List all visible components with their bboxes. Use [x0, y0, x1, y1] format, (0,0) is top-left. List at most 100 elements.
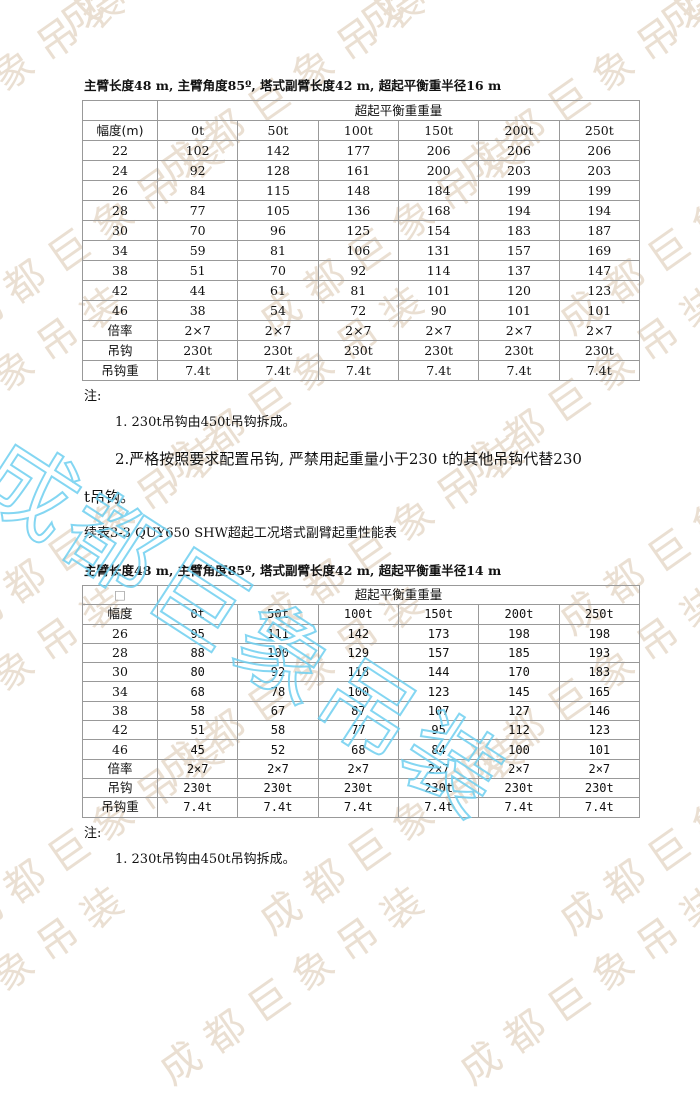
row-label: 吊钩 [82, 777, 158, 799]
table-cell: 96 [237, 220, 319, 241]
table-row: 吊钩 230t 230t 230t 230t 230t 230t [82, 777, 641, 799]
table-cell: 2×7 [156, 758, 239, 779]
table-cell: 2×7 [397, 758, 480, 779]
table-cell: 2×7 [156, 320, 239, 341]
table-cell: 107 [397, 700, 480, 722]
table-row: 倍率 2×7 2×7 2×7 2×7 2×7 2×7 [82, 758, 641, 779]
column-header: 0t [156, 120, 239, 141]
notes1-title: 注: [84, 389, 102, 404]
note-item: t吊钩。 [84, 488, 136, 506]
table-row: 42 51 58 77 95 112 123 [82, 720, 641, 741]
load-chart-table-2: □ 超起平衡重重量 幅度 0t 50t 100t 150t 200t 250t 26 95 111… [82, 584, 641, 818]
table-cell: 106 [317, 240, 399, 261]
table-cell: 54 [237, 300, 319, 321]
row-label: 42 [82, 280, 158, 301]
watermark-text: 成都巨象吊装 [46, 0, 345, 46]
table-cell: 59 [156, 240, 239, 261]
row-label: 吊钩 [82, 340, 158, 361]
column-header: 100t [317, 604, 399, 625]
column-header: 50t [237, 120, 319, 141]
table-cell: 230t [397, 340, 480, 361]
table-cell: 230t [237, 777, 319, 799]
table-cell: 185 [478, 642, 560, 664]
table-cell: 183 [478, 220, 560, 241]
table-cell: 173 [397, 623, 480, 644]
table-cell: 230t [237, 340, 319, 361]
table-row: 46 38 54 72 90 101 101 [82, 300, 641, 321]
group-header: 超起平衡重重量 [157, 584, 640, 606]
column-header: 0t [156, 604, 239, 625]
notes2-title: 注: [84, 826, 102, 841]
table-cell: 102 [156, 140, 239, 161]
table-cell: 123 [397, 681, 480, 702]
table-cell: 2×7 [558, 320, 641, 341]
row-label: 28 [82, 200, 158, 221]
table-cell: 128 [237, 160, 319, 181]
table-cell: 137 [478, 260, 560, 281]
table-cell: 7.4t [317, 360, 399, 381]
table-row: 吊钩 230t 230t 230t 230t 230t 230t [82, 340, 641, 361]
table-cell: 230t [478, 777, 560, 799]
table-cell: 127 [478, 700, 560, 722]
table-cell: 7.4t [478, 360, 560, 381]
table-cell: 70 [156, 220, 239, 241]
table-cell: 230t [156, 777, 239, 799]
table-cell: 101 [397, 280, 480, 301]
row-label: 24 [82, 160, 158, 181]
load-chart-table-1: 超起平衡重重量 幅度(m) 0t 50t 100t 150t 200t 250t 22 102… [82, 100, 641, 381]
row-label: 吊钩重 [82, 797, 158, 818]
table-cell: 147 [558, 260, 641, 281]
table-cell: 72 [317, 300, 399, 321]
table-row: 34 68 78 100 123 145 165 [82, 681, 641, 702]
row-label: 42 [82, 720, 158, 741]
table-cell: 78 [237, 681, 319, 702]
table-row: 30 80 92 118 144 170 183 [82, 662, 641, 683]
table-cell: 154 [397, 220, 480, 241]
table-cell: 145 [478, 681, 560, 702]
row-header: 幅度 [82, 604, 158, 625]
watermark-text: 成都巨象吊装 [451, 870, 700, 1095]
table-cell: 7.4t [397, 797, 480, 818]
table-cell: 230t [558, 340, 641, 361]
table-row: 22 102 142 177 206 206 206 [82, 140, 641, 161]
table-cell: 123 [558, 720, 641, 741]
row-label: 30 [82, 220, 158, 241]
table-cell: 7.4t [156, 360, 239, 381]
table-row: 34 59 81 106 131 157 169 [82, 240, 641, 261]
table-cell: 161 [317, 160, 399, 181]
corner-cell: □ [82, 584, 158, 606]
table-cell: 7.4t [237, 360, 319, 381]
watermark-text: 成都巨象吊装 [346, 0, 645, 46]
watermark-text: 成都巨象吊装 [646, 0, 700, 46]
table-cell: 131 [397, 240, 480, 261]
row-label: 28 [82, 642, 158, 664]
table-cell: 2×7 [317, 758, 399, 779]
table-row: 28 77 105 136 168 194 194 [82, 200, 641, 221]
row-label: 22 [82, 140, 158, 161]
table-cell: 58 [156, 700, 239, 722]
table-row: 吊钩重 7.4t 7.4t 7.4t 7.4t 7.4t 7.4t [82, 360, 641, 381]
table-cell: 77 [317, 720, 399, 741]
table-cell: 168 [397, 200, 480, 221]
table-cell: 230t [317, 777, 399, 799]
column-header: 150t [397, 604, 480, 625]
table-cell: 203 [558, 160, 641, 181]
row-label: 倍率 [82, 320, 158, 341]
table-cell: 170 [478, 662, 560, 683]
note-item: 2.严格按照要求配置吊钩, 严禁用起重量小于230 t的其他吊钩代替230 [115, 450, 582, 468]
table-cell: 44 [156, 280, 239, 301]
table-cell: 95 [397, 720, 480, 741]
table-cell: 230t [317, 340, 399, 361]
table-cell: 206 [397, 140, 480, 161]
table-cell: 206 [478, 140, 560, 161]
table-cell: 105 [237, 200, 319, 221]
table-cell: 177 [317, 140, 399, 161]
table-cell: 157 [397, 642, 480, 664]
watermark-text: 成都巨象吊装 [0, 0, 45, 46]
table-cell: 7.4t [317, 797, 399, 818]
table-cell: 45 [156, 739, 239, 760]
table-cell: 198 [558, 623, 641, 644]
table-cell: 144 [397, 662, 480, 683]
table-cell: 199 [478, 180, 560, 201]
table-cell: 81 [237, 240, 319, 261]
